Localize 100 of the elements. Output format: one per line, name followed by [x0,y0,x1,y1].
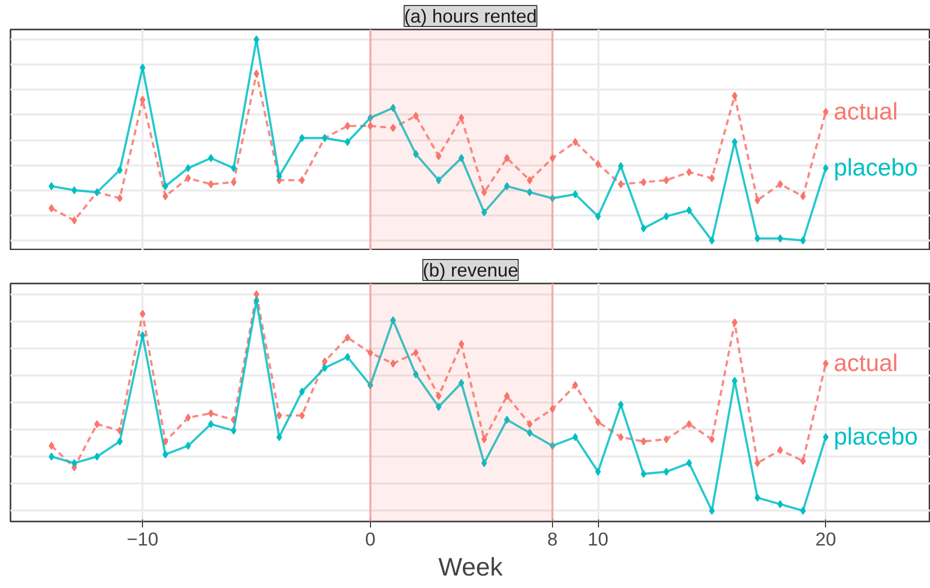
series-label: placebo [834,424,918,451]
chart-title: (a) hours rented [404,6,537,26]
point [254,36,260,44]
x-tick-label: 20 [815,528,836,550]
point [436,152,442,160]
point [458,379,464,388]
point [572,433,578,442]
series-label: placebo [834,154,918,182]
point [458,154,464,162]
point [504,416,510,424]
point [436,176,442,184]
point [71,459,78,468]
point [390,360,396,368]
point [664,212,670,220]
point [664,176,670,184]
point [140,64,146,72]
point [526,428,533,437]
point [550,194,556,202]
point [777,446,784,454]
point [162,450,168,458]
point [618,162,624,170]
point [732,138,738,146]
point [299,134,305,142]
point [390,316,396,324]
point [754,459,760,468]
point [777,180,784,188]
point [390,124,396,132]
point [822,108,829,116]
x-axis-title: Week [438,554,503,582]
point [436,402,442,411]
point [664,435,670,444]
point [481,208,487,216]
point [71,216,78,224]
point [640,470,646,478]
point [344,122,350,130]
point [276,172,282,180]
point [595,468,601,476]
point [230,178,236,186]
point [595,212,601,220]
point [458,340,464,348]
point [344,334,350,342]
x-tick-label: 8 [547,528,558,550]
point [550,404,556,413]
point [94,452,100,461]
series-label: actual [834,98,898,126]
point [732,92,738,100]
point [322,357,328,366]
point [116,166,123,174]
point [822,433,829,442]
point [299,176,305,184]
point [754,494,760,502]
point [777,234,784,242]
point [777,500,784,508]
point [299,388,305,396]
point [413,150,419,158]
point [640,224,646,232]
point [162,192,168,200]
point [550,442,556,450]
point [413,112,419,120]
point [413,370,419,378]
point [367,381,374,390]
point [709,236,715,244]
point [595,418,601,426]
point [754,234,760,242]
point [709,506,715,515]
point [618,433,624,442]
point [618,180,624,188]
point [640,437,646,446]
point [162,182,168,190]
point [208,409,214,418]
point [140,331,146,340]
point [413,348,419,357]
point [436,392,442,400]
point [185,414,191,422]
point [709,174,715,182]
point [344,353,350,362]
point [640,178,646,186]
chart-title: (b) revenue [422,260,518,280]
point [208,180,214,188]
point [185,174,191,182]
point [754,196,760,204]
point [276,433,282,442]
point [481,435,487,444]
point [504,392,510,400]
point [230,426,236,435]
point [140,310,146,318]
point [800,456,806,465]
point [526,188,533,196]
point [526,176,533,184]
point [48,452,54,461]
point [686,206,692,214]
point [618,400,624,409]
point [664,468,670,476]
point [822,360,829,368]
point [185,164,191,172]
point [71,186,78,194]
point [686,168,692,176]
point [116,437,123,446]
point [822,164,829,172]
point [572,381,578,390]
